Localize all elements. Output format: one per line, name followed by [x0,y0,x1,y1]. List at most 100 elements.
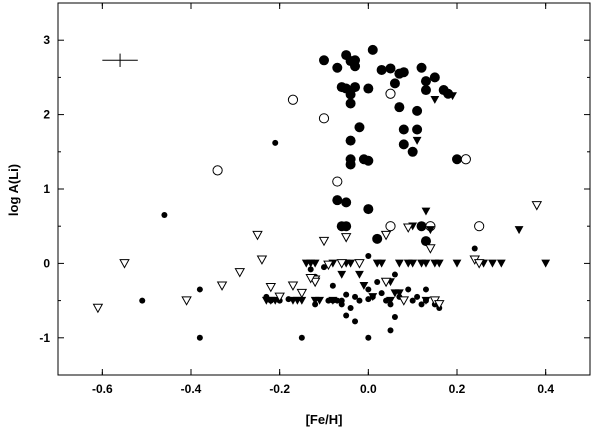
data-point-large-filled-circle [345,89,356,100]
data-point-small-filled-circle [391,313,398,320]
data-point-open-triangle-down [398,296,410,306]
data-point-filled-triangle-down [452,259,462,268]
data-point-filled-triangle-down [394,259,404,268]
data-point-filled-triangle-down [386,296,395,305]
x-tick-label: 0.2 [449,382,466,396]
data-point-filled-triangle-down [421,259,431,268]
data-point-open-triangle-down [323,260,334,271]
x-axis-title: [Fe/H] [306,412,343,427]
error-bar [102,53,138,67]
x-tick-label: 0.4 [537,382,554,396]
data-point-open-triangle-down [354,259,365,269]
data-point-open-circle [332,176,343,187]
data-point-large-filled-circle [385,63,396,74]
data-point-small-filled-circle [391,271,398,278]
data-point-large-filled-circle [416,221,427,232]
data-point-large-filled-circle [341,197,352,208]
data-point-small-filled-circle [374,279,381,285]
data-point-small-filled-circle [352,293,359,300]
data-point-filled-triangle-down [368,293,378,302]
data-point-open-triangle-down [336,259,347,269]
data-point-open-triangle-down [305,274,316,284]
data-point-open-circle [287,94,299,105]
y-tick-label: 1 [43,182,50,196]
data-point-open-triangle-down [92,303,104,314]
data-point-filled-triangle-down [434,259,444,268]
data-point-small-filled-circle [352,318,359,325]
data-point-filled-triangle-down [355,270,364,279]
data-point-filled-triangle-down [426,226,435,235]
data-point-filled-triangle-down [394,289,404,298]
data-point-small-filled-circle [272,139,279,146]
data-point-small-filled-circle [196,286,203,293]
y-tick-label: 0 [43,256,50,270]
data-point-large-filled-circle [389,78,400,89]
data-point-open-circle [474,221,485,232]
data-point-filled-triangle-down [328,296,338,305]
data-point-large-filled-circle [376,64,387,75]
data-point-small-filled-circle [471,245,478,252]
data-point-open-circle [385,88,396,99]
data-point-filled-triangle-down [346,259,355,268]
data-point-large-filled-circle [332,62,343,73]
data-point-small-filled-circle [343,312,350,319]
data-point-large-filled-circle [398,139,409,150]
data-point-filled-triangle-down [337,270,347,279]
data-point-large-filled-circle [452,154,462,165]
data-point-filled-triangle-down [448,92,457,101]
data-point-large-filled-circle [345,98,356,109]
y-tick-label: -1 [39,331,50,345]
data-point-small-filled-circle [418,301,425,308]
data-point-small-filled-circle [365,334,372,341]
data-point-open-triangle-down [531,201,543,211]
data-point-large-filled-circle [394,102,405,113]
data-point-small-filled-circle [343,291,350,298]
data-point-small-filled-circle [387,327,394,334]
data-point-open-circle [385,221,396,232]
data-point-open-triangle-down [274,292,285,303]
data-point-small-filled-circle [414,293,421,300]
data-point-open-triangle-down [181,296,192,306]
data-point-large-filled-circle [354,122,365,133]
data-point-filled-triangle-down [408,259,418,268]
data-point-large-filled-circle [341,221,352,232]
data-point-open-triangle-down [425,244,436,254]
x-tick-label: -0.6 [92,382,113,396]
data-point-large-filled-circle [345,159,356,170]
data-point-open-triangle-down [473,259,485,269]
data-point-large-filled-circle [398,67,409,78]
data-point-small-filled-circle [365,296,372,303]
data-point-open-triangle-down [296,288,308,299]
data-point-large-filled-circle [429,72,440,83]
data-point-large-filled-circle [420,85,431,96]
y-axis-title: log A(Li) [6,164,21,216]
data-point-filled-triangle-down [514,226,524,235]
data-point-filled-triangle-down [496,259,506,268]
data-point-open-triangle-down [265,282,277,293]
x-tick-label: -0.2 [269,382,290,396]
data-point-small-filled-circle [307,266,314,273]
data-point-filled-triangle-down [430,95,440,104]
data-point-small-filled-circle [329,282,336,289]
data-point-small-filled-circle [298,334,305,341]
data-point-open-triangle-down [252,230,263,241]
data-point-filled-triangle-down [421,207,431,216]
data-point-large-filled-circle [363,155,374,166]
data-point-large-filled-circle [416,62,427,73]
data-point-small-filled-circle [365,286,372,293]
data-point-large-filled-circle [363,83,374,94]
data-point-large-filled-circle [367,44,378,55]
data-point-small-filled-circle [196,334,203,341]
data-point-filled-triangle-down [377,259,387,268]
data-point-open-triangle-down [287,281,299,291]
data-point-large-filled-circle [372,233,383,244]
data-point-filled-triangle-down [297,296,307,305]
data-point-open-triangle-down [380,277,392,288]
data-point-filled-triangle-down [421,296,431,305]
data-point-filled-triangle-down [270,296,280,305]
data-markers [92,44,551,341]
data-point-large-filled-circle [332,195,343,206]
data-point-large-filled-circle [420,76,431,87]
data-point-filled-triangle-down [310,259,320,268]
